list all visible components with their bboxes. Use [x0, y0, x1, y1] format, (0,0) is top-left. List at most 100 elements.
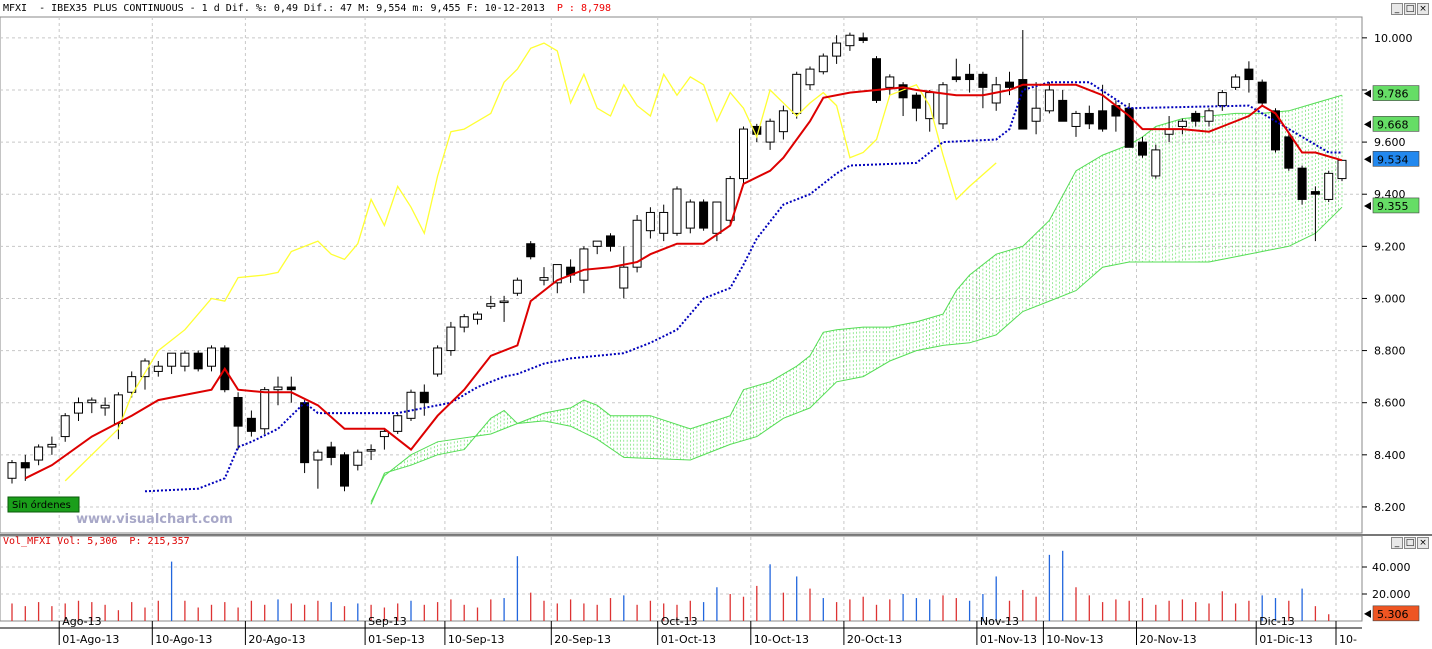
price-tag-pointer [1364, 120, 1371, 129]
candle-body [579, 248, 589, 281]
price-tags: 9.786 9.668 9.534 9.355 5.306 [1364, 85, 1420, 622]
price-tag-label: 9.534 [1377, 153, 1409, 166]
candle-body [326, 446, 336, 458]
candle-body [1310, 191, 1320, 195]
candle-body [1044, 89, 1054, 112]
candle-body [539, 277, 549, 281]
candle-body [739, 128, 748, 180]
price-tag [1372, 85, 1420, 101]
candle-body [1058, 99, 1068, 122]
orders-badge[interactable] [7, 496, 80, 513]
candle-body [1084, 112, 1094, 125]
volume-tick-label: 40.000 [1372, 561, 1411, 574]
candle-body [60, 415, 70, 438]
date-tick-label: 01-Nov-13 [980, 633, 1037, 646]
candle-body [1005, 81, 1014, 88]
volume-minimize-button[interactable]: _ [1391, 537, 1403, 549]
candle-body [951, 76, 961, 81]
candle-body [606, 235, 615, 247]
candle-body [366, 449, 376, 452]
candle-body [379, 430, 389, 438]
candle-body [433, 347, 443, 375]
date-tick-label: 01-Ago-13 [62, 633, 119, 646]
candle-body [193, 352, 203, 370]
candle-body [1284, 136, 1294, 169]
candle-body [1031, 107, 1041, 122]
volume-grid [0, 535, 1363, 622]
candle-body [672, 188, 682, 234]
candle-body [393, 415, 403, 432]
month-label: Nov-13 [980, 615, 1019, 628]
header-p-label: P : 8,798 [557, 3, 611, 14]
maximize-button[interactable]: □ [1404, 3, 1416, 15]
candle-body [872, 58, 881, 101]
candle-body [340, 454, 349, 487]
chikou-line [64, 42, 997, 482]
volume-maximize-button[interactable]: □ [1404, 537, 1416, 549]
candle-body [805, 68, 815, 86]
candle-body [353, 451, 363, 466]
volume-tag [1372, 605, 1420, 622]
candle-body [180, 352, 190, 367]
candle-body [1177, 120, 1187, 127]
price-axis: 8.2008.4008.6008.8009.0009.2009.4009.600… [1362, 32, 1413, 514]
header-symbol: MFXI [3, 3, 27, 14]
candle-body [1231, 76, 1241, 88]
price-tag-label: 9.668 [1377, 118, 1409, 131]
price-tick-label: 9.200 [1374, 240, 1406, 253]
candle-body [140, 360, 150, 378]
volume-close-button[interactable]: × [1417, 537, 1429, 549]
month-label: Ago-13 [62, 615, 101, 628]
candle-body [778, 110, 788, 133]
price-tag [1372, 197, 1420, 214]
volume-frame [0, 535, 1363, 622]
candle-body [1138, 141, 1147, 156]
volume-header-p-label: P: 215,357 [129, 536, 189, 547]
candle-body [20, 462, 30, 469]
price-tag [1372, 150, 1420, 167]
candle-body [965, 73, 975, 81]
candle-body [233, 396, 243, 427]
candlesticks [7, 30, 1347, 492]
candle-body [526, 243, 536, 258]
candle-body [7, 462, 17, 479]
date-tick-label: 20-Nov-13 [1140, 633, 1197, 646]
candle-body [725, 178, 735, 221]
price-tag-pointer [1364, 89, 1371, 98]
candle-body [699, 201, 709, 229]
date-tick-label: 01-Oct-13 [661, 633, 716, 646]
volume-axis: 20.000 40.000 [1362, 561, 1411, 601]
candle-body [632, 219, 642, 268]
candle-body [1151, 149, 1161, 177]
candle-body [938, 84, 948, 125]
candle-body [459, 316, 469, 328]
close-button[interactable]: × [1417, 3, 1429, 15]
volume-tag-label: 5.306 [1377, 608, 1409, 621]
month-label: Sep-13 [368, 615, 407, 628]
candle-body [273, 386, 283, 391]
month-label: Oct-13 [661, 615, 698, 628]
candle-body [406, 391, 416, 419]
candle-body [486, 303, 496, 307]
month-label: Dic-13 [1259, 615, 1295, 628]
candle-body [1337, 159, 1347, 180]
minimize-button[interactable]: _ [1391, 3, 1403, 15]
price-grid [0, 16, 1432, 536]
candle-body [113, 394, 123, 425]
candle-body [246, 417, 256, 432]
candle-body [712, 201, 722, 234]
candle-body [752, 125, 762, 135]
candle-body [153, 365, 163, 372]
price-frame [0, 16, 1363, 534]
volume-header-label: Vol_MFXI Vol: 5,306 [3, 536, 117, 547]
candle-body [167, 352, 177, 367]
candle-body [765, 120, 775, 143]
candle-body [100, 404, 110, 409]
kijun-line [144, 81, 1342, 493]
candle-body [1204, 110, 1214, 122]
candle-body [592, 240, 602, 247]
volume-tick-label: 20.000 [1372, 588, 1411, 601]
candle-body [286, 386, 296, 391]
price-tick-label: 9.000 [1374, 292, 1406, 305]
